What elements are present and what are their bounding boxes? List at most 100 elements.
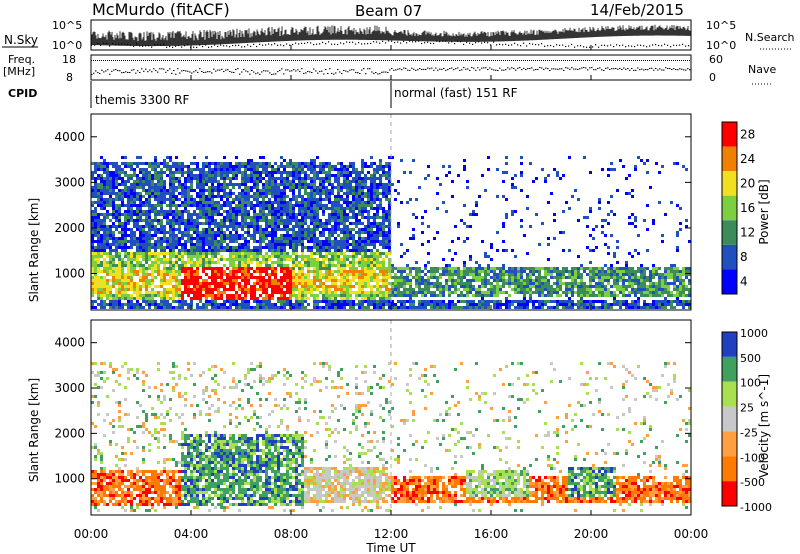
power-cell: [334, 303, 337, 306]
power-cell: [109, 294, 112, 297]
power-cell: [220, 225, 223, 228]
power-cell: [307, 162, 310, 165]
power-cell: [340, 252, 343, 255]
power-cell: [175, 255, 178, 258]
power-cell: [307, 261, 310, 264]
power-cell: [103, 261, 106, 264]
power-cell: [136, 306, 139, 309]
power-cell: [280, 297, 283, 300]
power-cell: [169, 207, 172, 210]
power-cell: [133, 213, 136, 216]
power-cell: [265, 264, 268, 267]
power-cell: [157, 267, 160, 270]
power-cell: [142, 171, 145, 174]
nsearch-mark: [571, 43, 573, 46]
power-cell: [184, 234, 187, 237]
power-cell: [244, 237, 247, 240]
power-cell: [124, 204, 127, 207]
power-cell: [301, 228, 304, 231]
power-cell: [343, 255, 346, 258]
power-cell: [298, 282, 301, 285]
power-cell: [247, 273, 250, 276]
power-cell: [319, 225, 322, 228]
nave-mark: [275, 73, 277, 75]
power-cell: [94, 180, 97, 183]
nave-mark: [679, 68, 681, 70]
power-cell: [115, 228, 118, 231]
power-cell: [262, 255, 265, 258]
power-cell: [232, 252, 235, 255]
power-cell: [229, 297, 232, 300]
power-cell: [310, 171, 313, 174]
power-cell: [331, 228, 334, 231]
power-cell: [199, 210, 202, 213]
power-cell: [253, 288, 256, 291]
power-cell: [124, 225, 127, 228]
nave-mark: [553, 68, 555, 70]
power-cell: [295, 264, 298, 267]
power-cell: [304, 306, 307, 309]
power-cell: [196, 165, 199, 168]
power-cell: [214, 279, 217, 282]
freq-mark: [249, 60, 250, 61]
power-cell: [229, 168, 232, 171]
power-cell: [178, 300, 181, 303]
power-cell: [325, 294, 328, 297]
freq-mark: [603, 60, 604, 61]
power-cell: [232, 288, 235, 291]
power-cell: [229, 213, 232, 216]
power-cell: [259, 171, 262, 174]
power-cell: [277, 252, 280, 255]
power-cell: [331, 258, 334, 261]
power-cell: [331, 306, 334, 309]
power-cell: [127, 186, 130, 189]
power-cell: [346, 300, 349, 303]
power-cell: [181, 306, 184, 309]
freq-mark: [239, 60, 240, 61]
freq-mark: [625, 60, 626, 61]
power-cell: [262, 156, 265, 159]
power-cell: [127, 222, 130, 225]
power-cell: [322, 189, 325, 192]
power-cell: [319, 162, 322, 165]
nave-mark: [371, 71, 373, 73]
nave-mark: [397, 68, 399, 70]
power-cell: [259, 195, 262, 198]
nave-mark: [367, 68, 369, 70]
power-cell: [289, 222, 292, 225]
power-cell: [154, 171, 157, 174]
freq-mark: [437, 60, 438, 61]
power-cell: [169, 174, 172, 177]
power-cell: [319, 255, 322, 258]
nsearch-mark: [166, 46, 168, 48]
power-cell: [160, 162, 163, 165]
power-cell: [187, 219, 190, 222]
power-cell: [304, 234, 307, 237]
nsearch-mark: [643, 45, 645, 47]
power-cell: [187, 288, 190, 291]
power-cell: [295, 300, 298, 303]
power-cell: [94, 228, 97, 231]
power-cell: [121, 249, 124, 252]
power-cell: [115, 213, 118, 216]
freq-mark: [119, 60, 120, 61]
power-cell: [148, 285, 151, 288]
power-cell: [193, 282, 196, 285]
power-cell: [103, 246, 106, 249]
power-cell: [154, 192, 157, 195]
power-cell: [256, 282, 259, 285]
nave-mark: [355, 71, 357, 73]
power-cell: [349, 189, 352, 192]
nsearch-mark: [583, 46, 585, 48]
nave-mark: [563, 69, 565, 71]
power-cell: [187, 171, 190, 174]
freq-mark: [479, 60, 480, 61]
power-cell: [346, 174, 349, 177]
power-cell: [184, 195, 187, 198]
power-cell: [112, 183, 115, 186]
power-cell: [130, 252, 133, 255]
power-cell: [313, 294, 316, 297]
power-cell: [271, 186, 274, 189]
power-cell: [262, 297, 265, 300]
nsearch-mark: [142, 45, 144, 47]
